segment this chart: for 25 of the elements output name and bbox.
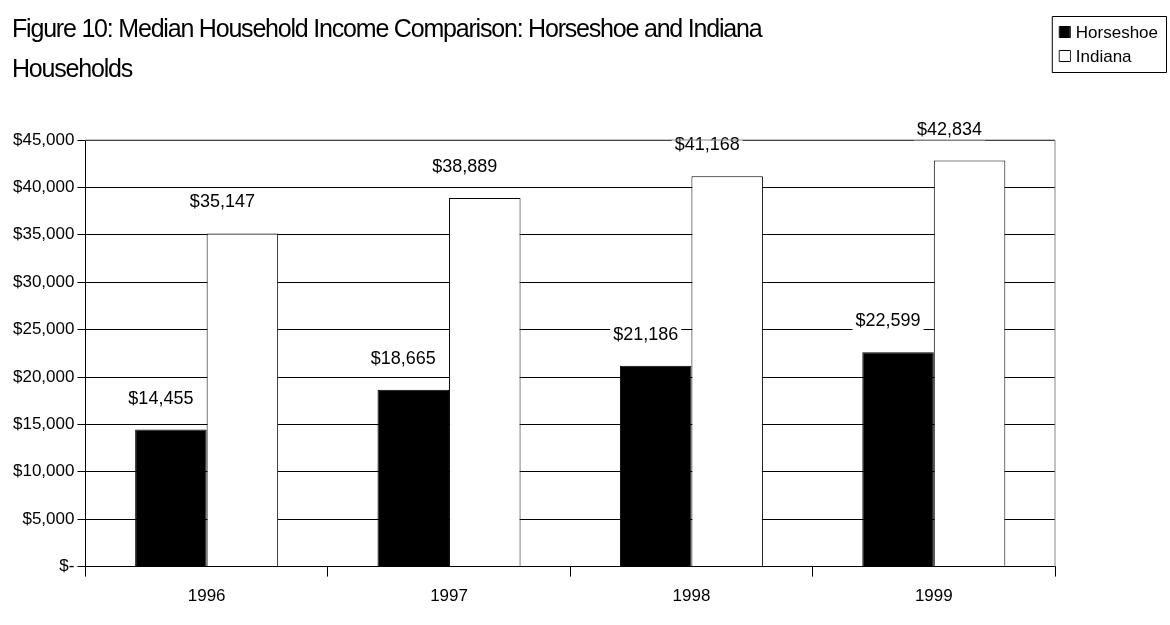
y-tick-label: $45,000: [13, 129, 75, 149]
x-tick-label: 1996: [187, 586, 226, 606]
y-tick-label: $10,000: [13, 461, 75, 481]
data-label: $38,889: [432, 155, 498, 176]
data-label: $41,168: [674, 134, 740, 155]
legend-label: Indiana: [1075, 46, 1133, 66]
legend-label: Horseshoe: [1075, 22, 1159, 42]
y-tick-label: $20,000: [13, 366, 75, 386]
y-tick-label: $40,000: [13, 177, 75, 197]
chart-title: Figure 10: Median Household Income Comparison: Horseshoe and Indiana Households: [12, 13, 764, 84]
data-label: $35,147: [189, 191, 255, 212]
y-tick-label: $30,000: [13, 271, 75, 291]
data-label: $18,665: [370, 347, 436, 368]
y-tick-label: $-: [59, 556, 75, 576]
x-tick-label: 1997: [430, 586, 468, 606]
data-label: $21,186: [613, 323, 679, 344]
y-tick-label: $25,000: [13, 319, 75, 339]
x-tick-label: 1999: [914, 586, 953, 606]
y-tick-label: $15,000: [13, 414, 75, 434]
data-label: $42,834: [917, 118, 983, 139]
x-tick-label: 1998: [672, 586, 711, 606]
data-label: $14,455: [128, 387, 194, 408]
data-label: $22,599: [855, 310, 921, 331]
y-tick-label: $5,000: [22, 508, 75, 528]
y-tick-label: $35,000: [13, 224, 75, 244]
